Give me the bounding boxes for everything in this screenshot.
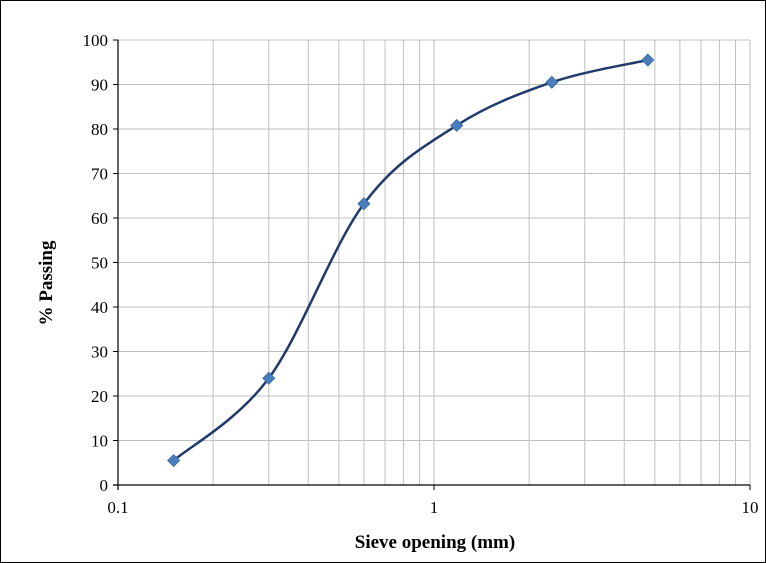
y-tick-label: 100 (83, 31, 109, 50)
label-layer: 0 10 20 30 40 50 60 70 80 90 100 0.1 1 10 (83, 31, 759, 517)
x-tick-label: 10 (742, 498, 759, 517)
x-tick-label: 0.1 (107, 498, 128, 517)
y-tick-label: 10 (91, 432, 108, 451)
grid-layer (117, 39, 751, 486)
data-point-marker (641, 53, 655, 67)
data-point-marker (167, 453, 181, 468)
y-tick-label: 30 (91, 343, 108, 362)
y-tick-label: 0 (100, 476, 109, 495)
y-axis-title: % Passing (36, 240, 57, 325)
x-tick-label: 1 (430, 498, 439, 517)
axis-layer (113, 39, 751, 490)
data-point-marker (450, 118, 464, 133)
marker-layer (167, 53, 655, 468)
y-tick-label: 90 (91, 76, 108, 95)
y-tick-label: 40 (91, 298, 108, 317)
y-tick-label: 70 (91, 165, 108, 184)
data-point-marker (262, 371, 276, 385)
y-tick-label: 60 (91, 209, 108, 228)
series-line (172, 58, 649, 462)
y-tick-label: 50 (91, 254, 108, 273)
x-axis-title: Sieve opening (mm) (355, 532, 515, 553)
data-point-marker (357, 197, 371, 211)
data-point-marker (545, 75, 559, 89)
y-tick-label: 20 (91, 387, 108, 406)
y-tick-label: 80 (91, 120, 108, 139)
curve-layer (172, 58, 649, 462)
